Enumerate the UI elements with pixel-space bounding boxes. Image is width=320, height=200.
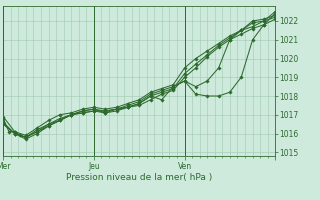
X-axis label: Pression niveau de la mer( hPa ): Pression niveau de la mer( hPa )	[66, 173, 212, 182]
